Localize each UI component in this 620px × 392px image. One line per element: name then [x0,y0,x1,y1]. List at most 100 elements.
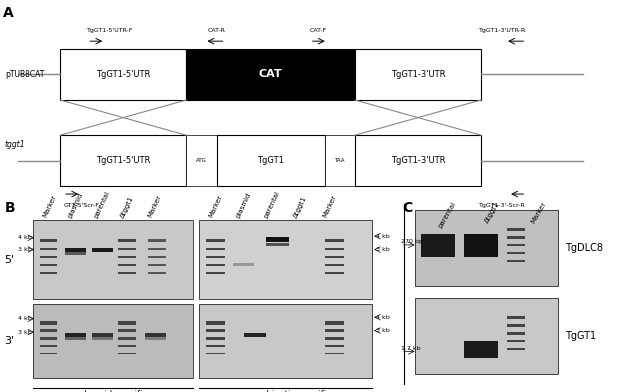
Bar [148,248,166,250]
Text: 3 kb: 3 kb [376,328,390,333]
Bar [267,243,289,247]
Text: TgGT1: TgGT1 [565,331,596,341]
Bar [507,244,526,247]
Text: Marker: Marker [147,194,162,219]
Text: 4 kb: 4 kb [18,316,32,321]
Bar [244,333,267,337]
Bar [199,220,372,299]
Text: TgGT1-3'UTR: TgGT1-3'UTR [391,70,445,79]
Bar [33,220,193,299]
Bar [464,341,498,358]
Bar [65,248,86,252]
Bar [206,352,225,354]
Bar [40,345,58,347]
Bar [40,248,58,250]
Bar [65,333,86,337]
Bar [40,256,58,258]
Text: parental: parental [92,190,110,219]
Bar [33,304,193,378]
Bar [148,256,166,258]
Text: Δtggt1: Δtggt1 [120,195,135,219]
Bar [234,263,254,266]
Bar [421,234,455,257]
Bar [206,264,225,266]
Bar [507,252,526,254]
Bar [326,248,344,250]
Bar [145,337,166,339]
Text: 4 kb: 4 kb [18,235,32,240]
Bar [118,321,136,325]
Bar [325,135,355,186]
Bar [355,49,481,100]
Text: TgGT1-3'UTR: TgGT1-3'UTR [391,156,445,165]
Bar [267,237,289,242]
Bar [65,337,86,339]
Bar [118,264,136,266]
Text: Δtggt1: Δtggt1 [484,201,500,224]
Bar [206,337,225,339]
Bar [40,330,58,332]
Text: TgGT1: TgGT1 [257,156,284,165]
Bar [464,234,498,257]
Bar [40,337,58,339]
Bar [216,135,325,186]
Text: 3 kb: 3 kb [18,247,32,252]
Bar [507,332,526,335]
Bar [507,228,526,231]
Text: 3': 3' [4,336,14,346]
Bar [92,248,113,252]
Bar [326,239,344,242]
Bar [326,321,344,325]
Text: pTUB8CAT: pTUB8CAT [5,70,44,79]
Bar [507,340,526,342]
Bar [206,256,225,258]
Text: 3 kb: 3 kb [18,330,32,335]
Text: TgGT1-3'-Scr-R: TgGT1-3'-Scr-R [479,203,526,208]
Bar [187,135,216,186]
Text: CAT-R: CAT-R [208,28,226,33]
Bar [507,316,526,319]
Text: tggt1: tggt1 [5,140,25,149]
Bar [40,321,58,325]
Text: parental: parental [437,201,457,229]
Text: 4 kb: 4 kb [376,315,390,320]
Text: CAT-F: CAT-F [310,28,327,33]
Bar [507,348,526,350]
Bar [118,352,136,354]
Bar [326,272,344,274]
Text: Marker: Marker [42,194,57,219]
Bar [118,239,136,242]
Text: Marker: Marker [529,201,547,225]
Bar [206,345,225,347]
Bar [40,272,58,274]
Bar [326,345,344,347]
Text: Δtggt1: Δtggt1 [293,195,308,219]
Bar [118,272,136,274]
Text: TgGT1-5'UTR: TgGT1-5'UTR [96,70,151,79]
Text: Marker: Marker [322,194,337,219]
Text: ATG: ATG [196,158,207,163]
Text: plasmid-specific: plasmid-specific [79,390,148,392]
Text: 3 kb: 3 kb [376,247,390,252]
Bar [199,304,372,378]
Bar [145,333,166,337]
Text: 5': 5' [4,255,14,265]
Bar [415,298,559,374]
Text: recombinatio-specific: recombinatio-specific [240,390,330,392]
Bar [326,256,344,258]
Bar [187,49,355,100]
Bar [118,337,136,339]
Bar [40,264,58,266]
Bar [118,330,136,332]
Bar [60,135,187,186]
Text: parental: parental [263,190,281,219]
Bar [206,239,225,242]
Bar [60,49,187,100]
Bar [206,321,225,325]
Text: Marker: Marker [208,194,223,219]
Text: TgDLC8: TgDLC8 [565,243,603,253]
Bar [92,337,113,339]
Bar [65,252,86,255]
Bar [507,324,526,327]
Text: 1.7 kb: 1.7 kb [401,346,420,351]
